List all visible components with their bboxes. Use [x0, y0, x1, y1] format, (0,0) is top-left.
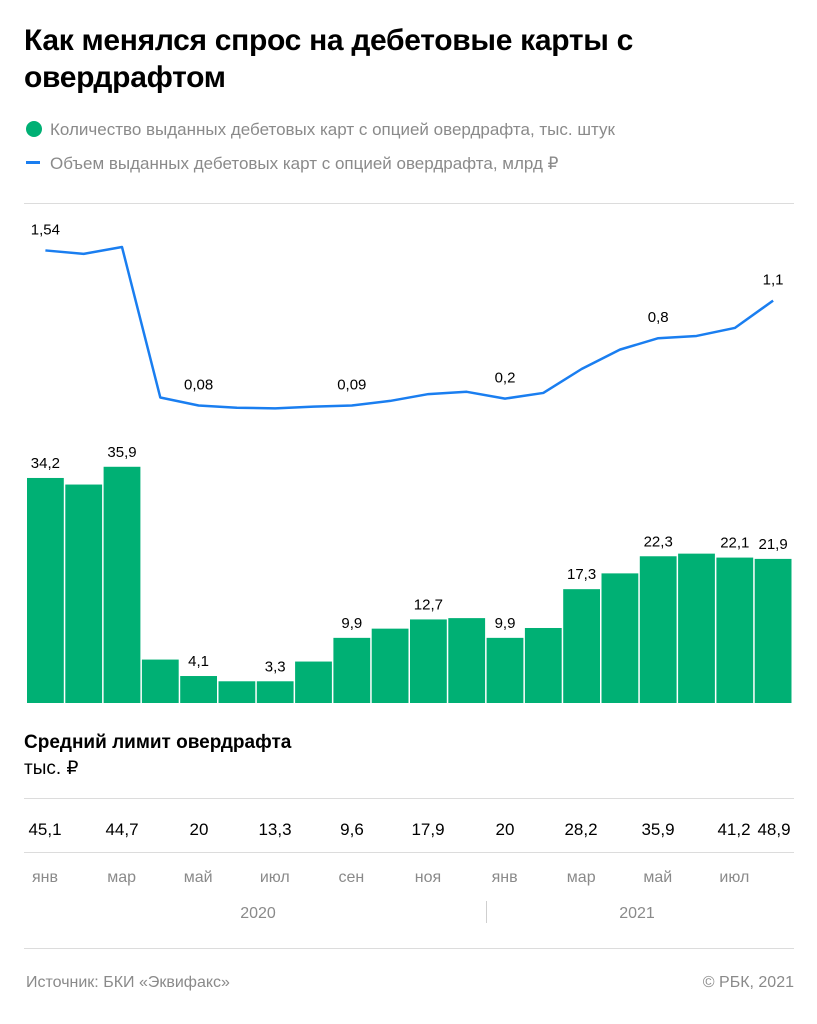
line-point-label: 1,54 [31, 221, 60, 238]
month-tick-label: мар [107, 869, 136, 886]
bar-label: 22,3 [644, 533, 673, 550]
bar [754, 558, 792, 703]
bar [410, 619, 447, 703]
line-point-label: 0,8 [648, 309, 669, 326]
bar [371, 628, 409, 703]
bar [448, 618, 486, 703]
legend-line-label: Объем выданных дебетовых карт с опцией о… [50, 154, 559, 173]
limit-value: 20 [189, 820, 209, 839]
line-point-label: 0,09 [337, 376, 366, 393]
month-tick-label: ноя [414, 869, 442, 886]
bar-label: 21,9 [758, 536, 787, 553]
bar [180, 676, 217, 703]
copyright-text: © РБК, 2021 [702, 974, 794, 991]
limit-value: 35,9 [641, 820, 675, 839]
limit-title: Средний лимит овердрафта [24, 732, 292, 753]
limit-value: 44,7 [105, 820, 139, 839]
bar-label: 12,7 [414, 596, 443, 613]
bar [65, 484, 103, 703]
bar-label: 22,1 [720, 535, 749, 552]
legend-item-line: Объем выданных дебетовых карт с опцией о… [26, 154, 558, 174]
line-point-label: 0,08 [184, 376, 213, 393]
year-label-2020: 2020 [240, 905, 276, 922]
bar-label: 4,1 [188, 653, 209, 670]
month-tick-label: май [643, 869, 673, 886]
legend-bars-label: Количество выданных дебетовых карт с опц… [50, 120, 615, 139]
bar [563, 589, 600, 703]
divider-footer [24, 948, 794, 949]
bar [141, 659, 179, 703]
month-tick-label: янв [491, 869, 518, 886]
bar-label: 9,9 [341, 615, 362, 632]
bar [524, 627, 562, 703]
limit-value: 20 [495, 820, 515, 839]
limit-value: 48,9 [757, 820, 791, 839]
bar [27, 477, 64, 703]
divider-table-bottom [24, 852, 794, 853]
bar [103, 466, 141, 703]
limit-value: 41,2 [717, 820, 751, 839]
bar-label: 9,9 [495, 615, 516, 632]
bar [716, 557, 754, 703]
chart-title: Как менялся спрос на дебетовые карты с о… [24, 24, 634, 94]
month-tick-label: июл [259, 869, 290, 886]
month-tick-label: май [183, 869, 213, 886]
bar-label: 3,3 [265, 658, 286, 675]
limit-value: 17,9 [411, 820, 445, 839]
bar-label: 34,2 [31, 455, 60, 472]
legend-dot-icon [26, 121, 42, 137]
bar [333, 637, 371, 703]
line-point-label: 0,2 [495, 370, 516, 387]
divider-top [24, 203, 794, 204]
bar [486, 637, 524, 703]
combo-chart: 34,2 35,9 4,1 3,3 9,9 12,7 9,9 17,3 22,3 22,1 21,9… [27, 221, 792, 703]
bar [678, 553, 715, 703]
limit-value: 13,3 [258, 820, 292, 839]
month-tick-label: сен [338, 869, 365, 886]
line-series [45, 245, 774, 410]
line-point-label: 1,1 [763, 272, 784, 289]
bar-label: 17,3 [567, 566, 596, 583]
month-tick-label: мар [566, 869, 596, 886]
divider-table-top [24, 798, 794, 799]
source-text: Источник: БКИ «Эквифакс» [26, 974, 230, 991]
year-label-2021: 2021 [619, 905, 655, 922]
limit-value: 45,1 [28, 820, 62, 839]
bar [601, 573, 639, 703]
year-separator [486, 901, 487, 923]
limit-unit: тыс. ₽ [24, 758, 79, 779]
limit-value: 9,6 [340, 820, 364, 839]
legend-item-bars: Количество выданных дебетовых карт с опц… [26, 120, 615, 140]
month-tick-label: июл [719, 869, 750, 886]
bar [295, 661, 332, 703]
bar [639, 556, 677, 703]
bar [256, 681, 294, 703]
bar [218, 681, 256, 703]
month-tick-label: янв [32, 869, 58, 886]
bar-label: 35,9 [107, 444, 136, 461]
limit-value: 28,2 [564, 820, 598, 839]
legend-line-icon [26, 161, 40, 164]
